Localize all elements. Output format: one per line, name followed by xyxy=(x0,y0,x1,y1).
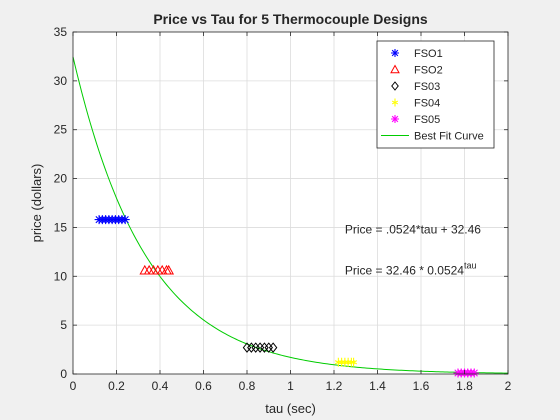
legend-label-2: FSO2 xyxy=(414,65,443,77)
data-point-series-2 xyxy=(163,264,175,275)
annotation-2: Price = 32.46 * 0.0524tau xyxy=(345,260,477,277)
y-tick-label: 25 xyxy=(54,123,68,137)
legend-box xyxy=(376,40,495,149)
x-tick-label: 1.6 xyxy=(413,379,430,393)
legend-swatch-series-3 xyxy=(391,81,399,91)
fit-curve-line xyxy=(72,56,509,374)
annotation-superscript: tau xyxy=(464,260,477,270)
x-axis-label: tau (sec) xyxy=(265,401,316,416)
chart-title: Price vs Tau for 5 Thermocouple Designs xyxy=(153,11,428,27)
annotation-1: Price = .0524*tau + 32.46 xyxy=(345,222,481,236)
legend-swatch-series-2 xyxy=(390,64,400,74)
x-tick-label: 1.4 xyxy=(369,379,386,393)
axis-ticks: 0 0.2 0.4 0.6 0.8 1 1.2 1.4 1.6 1.8 20510152025303… xyxy=(54,25,512,393)
x-tick-label: 1.2 xyxy=(326,379,343,393)
data-point-series-1 xyxy=(120,215,130,225)
legend: FSO1 FSO2 FS03 FS04 FS05 Best Fit Curve xyxy=(376,40,495,149)
annotations: Price = .0524*tau + 32.46 Price = 32.46 *… xyxy=(345,222,481,277)
y-axis-label: price (dollars) xyxy=(29,164,44,243)
x-tick-label: 0.4 xyxy=(152,379,169,393)
y-tick-label: 15 xyxy=(54,220,68,234)
legend-swatch-series-5 xyxy=(391,115,399,123)
y-tick-label: 30 xyxy=(54,74,68,88)
grid-lines xyxy=(73,32,508,374)
x-tick-label: 0.6 xyxy=(195,379,212,393)
y-tick-label: 5 xyxy=(60,318,67,332)
legend-label-3: FS03 xyxy=(414,81,440,93)
y-tick-label: 10 xyxy=(54,269,68,283)
x-tick-label: 0 xyxy=(70,379,77,393)
data-points xyxy=(94,215,479,378)
x-tick-label: 2 xyxy=(505,379,512,393)
legend-swatch-series-1 xyxy=(391,49,399,57)
legend-swatch-series-4 xyxy=(391,98,399,107)
data-point-series-5 xyxy=(469,368,479,378)
x-tick-label: 1 xyxy=(287,379,294,393)
x-tick-label: 0.8 xyxy=(239,379,256,393)
data-point-series-3 xyxy=(268,342,278,353)
legend-label-6: Best Fit Curve xyxy=(414,131,484,143)
y-tick-label: 20 xyxy=(54,172,68,186)
legend-label-5: FS05 xyxy=(414,114,440,126)
y-tick-label: 35 xyxy=(54,25,68,39)
x-tick-label: 1.8 xyxy=(456,379,473,393)
x-tick-label: 0.2 xyxy=(108,379,125,393)
legend-label-1: FSO1 xyxy=(414,48,443,60)
fit-curve-layer xyxy=(72,56,509,374)
legend-label-4: FS04 xyxy=(414,98,440,110)
data-point-series-4 xyxy=(350,357,358,367)
y-tick-label: 0 xyxy=(60,367,67,381)
